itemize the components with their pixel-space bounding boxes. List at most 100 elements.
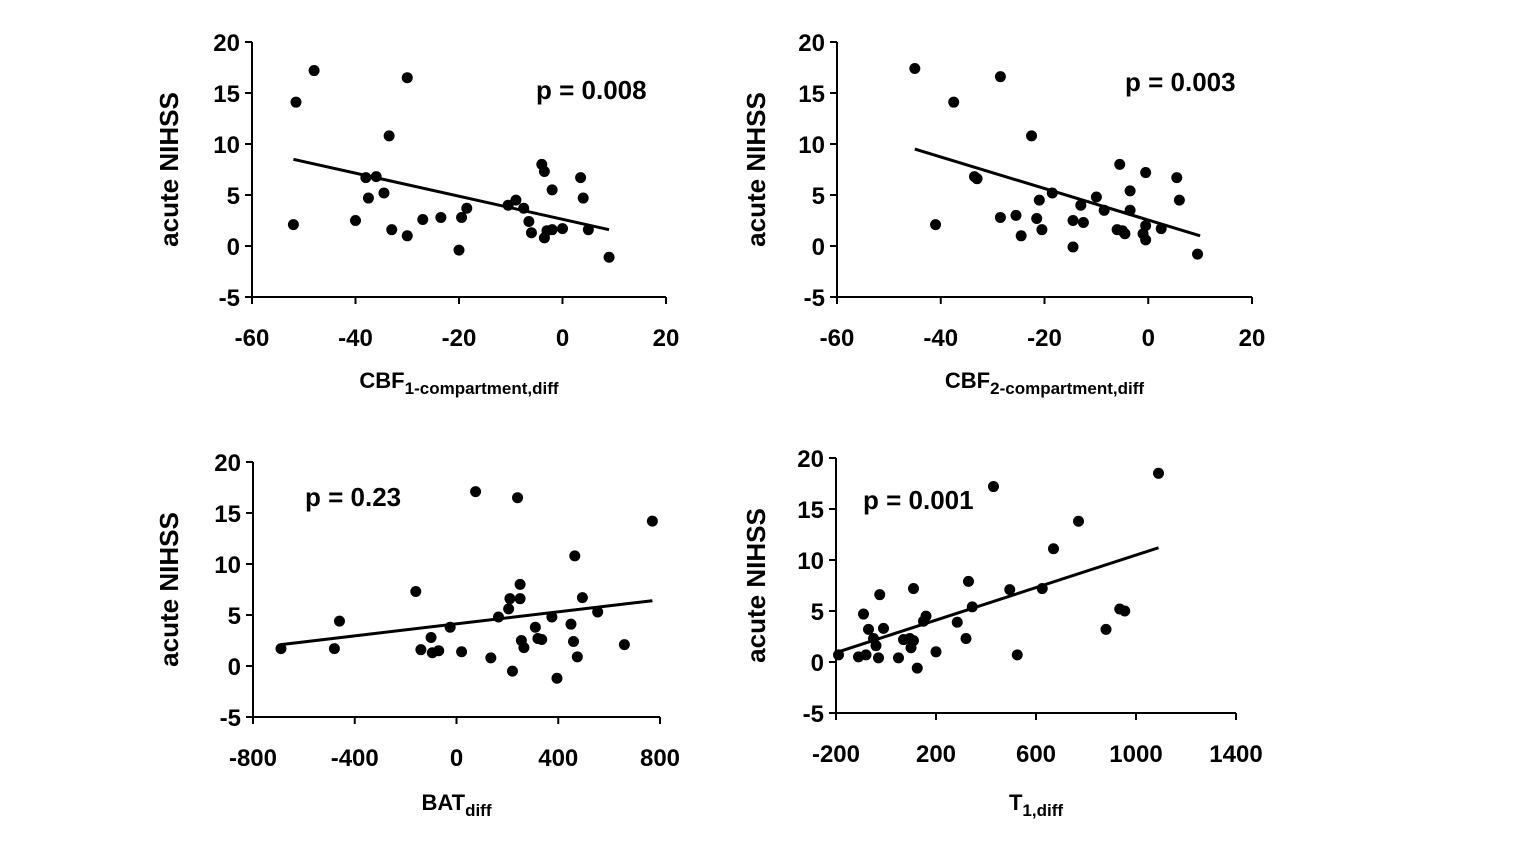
data-point [536,633,548,645]
x-axis-label-main: T [1009,790,1023,815]
x-axis-label-subscript: 2-compartment,diff [990,379,1144,398]
data-point [551,672,563,684]
data-point [362,192,374,204]
data-point [1011,649,1023,661]
y-tick-label: 0 [812,234,825,261]
data-point [1119,605,1131,617]
data-point [873,652,884,664]
data-point [569,550,581,562]
data-point [386,224,398,236]
x-tick-label: -40 [923,325,958,352]
data-point [971,173,983,185]
data-point [966,601,978,613]
data-point [908,635,919,647]
x-tick-label: -60 [820,325,855,352]
data-point [290,96,302,108]
data-point [618,639,630,651]
x-tick-label: 0 [556,325,569,352]
data-point [328,643,340,655]
data-point [948,96,960,108]
data-point [518,202,530,214]
data-point [1114,158,1126,170]
y-tick-label: -5 [219,285,240,312]
y-tick-label: 0 [228,654,241,681]
data-point [565,618,577,630]
data-point [504,593,516,605]
x-tick-label: 20 [653,325,680,352]
y-tick-label: 15 [797,497,824,524]
data-point [510,194,522,206]
data-point [401,72,413,84]
data-point [860,649,872,661]
data-point [453,244,465,256]
data-point [870,640,882,652]
data-point [456,646,468,658]
data-point [456,211,468,223]
data-point [502,199,514,211]
p-value-annotation: p = 0.23 [305,482,401,512]
data-point [994,71,1006,83]
data-point [485,652,497,664]
x-tick-label: 0 [450,745,463,772]
data-point [333,615,345,627]
data-point [1031,212,1043,224]
data-point [863,623,874,635]
data-point [988,481,999,493]
y-tick-label: 0 [811,650,824,677]
y-tick-label: 15 [798,81,825,108]
x-tick-label: -800 [229,745,277,772]
x-tick-label: -40 [338,325,373,352]
data-point [1124,185,1136,197]
y-tick-label: 5 [228,603,241,630]
y-tick-label: 5 [812,183,825,210]
data-point [878,622,889,634]
x-tick-label: -60 [235,325,270,352]
data-point [576,592,588,604]
x-tick-label: 600 [1016,741,1056,768]
data-point [994,211,1006,223]
x-axis-label: CBF1-compartment,diff [359,368,559,398]
data-point [461,202,473,214]
data-point [378,187,390,199]
x-axis-label: BATdiff [421,790,491,820]
x-axis-label-subscript: 1-compartment,diff [405,379,559,398]
y-tick-label: 20 [798,30,825,57]
data-point [1173,194,1185,206]
data-point [1077,217,1089,229]
data-point [1090,191,1102,203]
x-tick-label: 400 [538,745,578,772]
data-point [546,224,558,236]
data-point [1140,220,1152,232]
data-point [1046,187,1058,199]
x-tick-label: -200 [812,741,860,768]
data-point [603,251,615,263]
x-tick-label: 200 [916,741,956,768]
x-tick-label: -20 [442,325,477,352]
x-tick-label: -400 [331,745,379,772]
data-point [592,606,604,618]
data-point [1140,167,1152,179]
x-axis-label-subscript: 1,diff [1022,801,1063,820]
data-point [506,665,518,677]
data-point [571,651,583,663]
data-point [514,593,526,605]
data-point [435,211,447,223]
data-point [383,130,395,142]
data-point [525,227,537,239]
chart-cbf2: 20 15 10 5 0 -5 -60 -40 -20 0 20 acute NIHSS CBF2-co… [741,30,1265,398]
data-point [1153,467,1164,479]
data-point [557,223,568,235]
data-point [470,486,482,498]
data-point [433,645,445,657]
trend-line [280,599,653,647]
data-point [1067,241,1079,253]
y-tick-label: -5 [804,285,825,312]
data-point [417,213,429,225]
data-point [577,192,589,204]
chart-cbf1: 20 15 10 5 0 -5 -60 -40 -20 0 20 acute NIHSS CBF1-co… [154,30,679,398]
data-point [908,583,919,595]
x-axis-label-main: CBF [945,368,990,393]
data-point [275,643,287,655]
trend-line [838,546,1159,654]
data-point [1192,248,1204,260]
